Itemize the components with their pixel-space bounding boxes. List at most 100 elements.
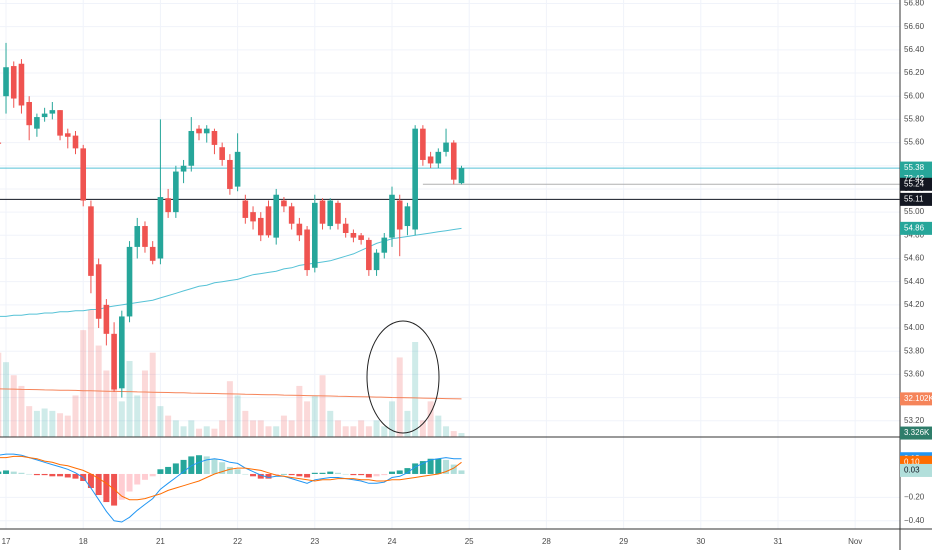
histogram-bar — [389, 471, 396, 474]
histogram-bar — [350, 473, 357, 476]
candle-body — [219, 147, 225, 160]
candle-body — [95, 264, 102, 319]
histogram-bar — [33, 473, 40, 476]
histogram-bar — [381, 473, 388, 476]
volume-bar — [134, 395, 141, 437]
candle-body — [281, 200, 287, 207]
price-badge-label: 55.11 — [904, 194, 924, 203]
candle-body — [427, 156, 434, 164]
volume-bar — [288, 420, 295, 437]
y-tick-label: 55.60 — [904, 138, 925, 147]
macd-line — [0, 453, 462, 523]
histogram-bar — [211, 458, 218, 474]
volume-bar — [304, 401, 311, 437]
candle-body — [3, 67, 9, 97]
candle-body — [227, 159, 233, 189]
price-badge-label: 0.10 — [904, 457, 920, 466]
volume-bar — [188, 420, 195, 437]
candle-body — [88, 206, 94, 276]
candle-body — [72, 135, 79, 149]
candle-body — [26, 102, 32, 126]
histogram-bar — [427, 458, 434, 474]
candle-body — [80, 148, 87, 201]
histogram-bar — [242, 473, 249, 475]
volume-bar — [296, 385, 303, 437]
y-tick-label: 56.40 — [904, 45, 925, 54]
plot-area — [0, 0, 900, 529]
y-tick-label: 55.80 — [904, 115, 925, 124]
candle-body — [203, 128, 210, 134]
volume-bar — [157, 406, 164, 437]
x-tick-label: Nov — [848, 537, 862, 546]
candle-body — [412, 128, 418, 230]
x-tick-label: 29 — [619, 537, 628, 546]
histogram-bar — [458, 470, 465, 474]
volume-bar — [389, 401, 396, 437]
volume-bar — [33, 410, 40, 437]
y-tick-label: 54.20 — [904, 300, 925, 309]
volume-bar — [10, 375, 17, 437]
candle-body — [373, 252, 380, 271]
histogram-bar — [10, 471, 17, 474]
volume-bar — [458, 433, 465, 437]
histogram-bar — [219, 462, 226, 474]
volume-bar — [149, 352, 156, 437]
candle-body — [180, 165, 187, 172]
candle-body — [296, 223, 303, 236]
histogram-bar — [342, 473, 349, 475]
histogram-bar — [334, 472, 341, 474]
histogram-bar — [188, 456, 195, 474]
volume-bar — [196, 428, 203, 437]
volume-bar — [358, 420, 365, 437]
volume-bar — [365, 426, 372, 437]
histogram-bar — [196, 455, 203, 474]
candle-body — [111, 333, 117, 390]
y-tick-label: −0.40 — [904, 516, 925, 525]
histogram-bar — [103, 473, 110, 503]
candle-body — [319, 200, 326, 224]
volume-bar — [87, 309, 94, 437]
histogram-bar — [327, 471, 334, 474]
candle-body — [450, 142, 457, 180]
histogram-bar — [450, 464, 457, 474]
x-tick-label: 17 — [2, 537, 11, 546]
histogram-bar — [358, 473, 365, 476]
histogram-bar — [304, 473, 311, 478]
histogram-bar — [226, 466, 233, 474]
volume-bar — [180, 426, 187, 437]
price-badge-label: 54.86 — [904, 223, 925, 232]
volume-bar — [118, 401, 125, 437]
volume-bar — [57, 413, 64, 437]
histogram-bar — [257, 473, 264, 479]
volume-bar — [419, 420, 426, 437]
volume-bar — [373, 420, 380, 437]
candle-body — [0, 142, 2, 144]
histogram-bar — [3, 470, 10, 474]
volume-bar — [412, 342, 419, 437]
price-badge-label: 32.102K — [904, 394, 932, 403]
histogram-bar — [319, 472, 326, 474]
candle-body — [273, 194, 280, 238]
y-tick-label: 54.60 — [904, 254, 925, 263]
volume-bar — [242, 410, 249, 437]
x-tick-label: 30 — [696, 537, 705, 546]
histogram-bar — [404, 468, 411, 474]
candle-body — [134, 226, 141, 247]
y-tick-label: 53.60 — [904, 370, 925, 379]
y-tick-label: 53.20 — [904, 416, 925, 425]
volume-bar — [350, 426, 357, 437]
y-tick-label: 56.00 — [904, 91, 925, 100]
volume-bar — [3, 362, 10, 437]
candle-body — [435, 151, 442, 164]
histogram-bar — [57, 473, 64, 477]
histogram-bar — [203, 456, 210, 474]
volume-bar — [26, 406, 33, 437]
x-tick-label: 25 — [465, 537, 474, 546]
histogram-bar — [95, 473, 102, 496]
candle-body — [64, 133, 71, 137]
signal-line — [0, 455, 462, 501]
candle-body — [458, 168, 465, 184]
candle-body — [396, 200, 403, 230]
price-badge — [900, 221, 932, 235]
